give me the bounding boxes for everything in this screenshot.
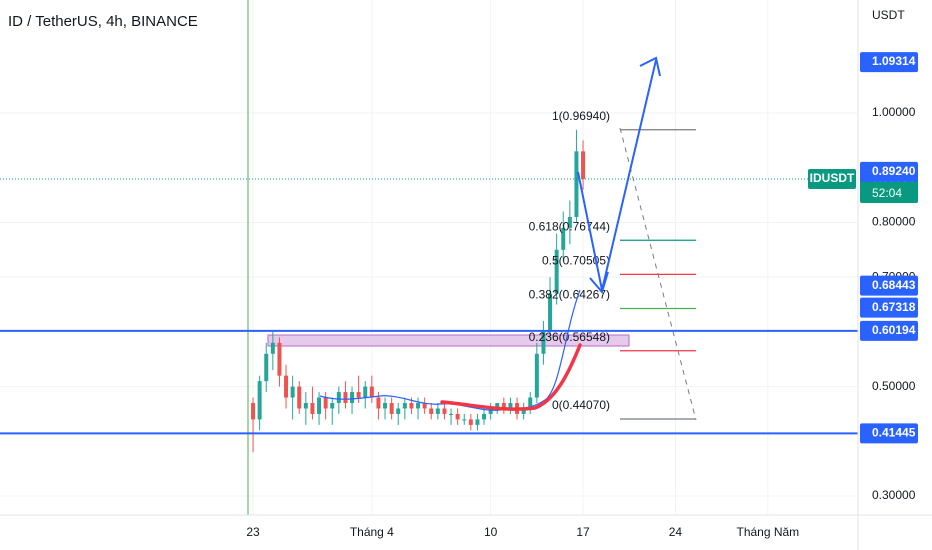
candle-body — [561, 227, 566, 250]
candle-body — [429, 408, 434, 414]
symbol-label: IDUSDT — [810, 171, 855, 185]
price-tag-label: 0.68443 — [872, 278, 916, 292]
candle-body — [369, 386, 374, 398]
price-tag-label: 1.09314 — [872, 54, 916, 68]
candle-body — [356, 392, 361, 398]
candle-body — [290, 386, 295, 398]
arrow-heads — [589, 56, 661, 295]
candle-body — [488, 408, 493, 414]
candle-body — [475, 419, 480, 425]
price-tag-label: 0.89240 — [872, 164, 916, 178]
fib-diagonal — [619, 127, 697, 421]
candle-body — [303, 403, 308, 409]
candle-body — [251, 403, 256, 420]
candle-body — [501, 403, 506, 409]
price-tag — [860, 52, 918, 73]
candle-body — [435, 408, 440, 414]
candle-body — [495, 403, 500, 409]
candle-body — [442, 408, 447, 414]
candle-body — [323, 397, 328, 409]
fib-label: 0.618(0.76744) — [529, 219, 610, 233]
moving-average — [319, 289, 581, 411]
candle-body — [455, 413, 460, 420]
price-tag — [860, 423, 918, 444]
candle-body — [482, 413, 487, 420]
candle-body — [350, 392, 355, 404]
zone-box — [267, 334, 630, 347]
candle-body — [534, 353, 539, 398]
candle-body — [310, 403, 315, 414]
candle-body — [541, 331, 546, 354]
candle-body — [264, 353, 269, 382]
chart-title: ID / TetherUS, 4h, BINANCE — [8, 13, 198, 30]
x-tick-label: 24 — [669, 525, 683, 539]
highlight-curve — [440, 343, 582, 411]
x-tick-label: 10 — [484, 525, 498, 539]
candle-body — [396, 408, 401, 414]
candle-body — [554, 249, 559, 294]
x-tick-label: Tháng 4 — [350, 525, 394, 539]
price-tag-label: 0.41445 — [872, 426, 916, 440]
fib-label: 0(0.44070) — [552, 398, 610, 412]
y-tick-label: 0.50000 — [872, 379, 916, 393]
candle-body — [416, 403, 421, 409]
price-tag — [860, 275, 918, 296]
candle-body — [330, 403, 335, 409]
y-tick-label: 0.30000 — [872, 488, 916, 502]
fib-label: 1(0.96940) — [552, 109, 610, 123]
price-tag-label: 0.67318 — [872, 300, 916, 314]
candle-body — [468, 419, 473, 425]
candle-body — [574, 151, 579, 217]
candle-body — [521, 408, 526, 414]
candle-body — [270, 342, 275, 354]
candle-body — [277, 342, 282, 376]
candle-body — [336, 392, 341, 404]
y-tick-label: 0.80000 — [872, 215, 916, 229]
price-tag — [860, 297, 918, 318]
fib-label: 0.236(0.56548) — [529, 330, 610, 344]
candle-body — [257, 381, 262, 420]
price-tag-label: 0.60194 — [872, 323, 916, 337]
symbol-tag — [808, 169, 856, 190]
x-tick-label: 23 — [246, 525, 260, 539]
candle-body — [363, 386, 368, 398]
candle-body — [409, 403, 414, 409]
candle-body — [402, 403, 407, 409]
price-tag — [860, 161, 918, 182]
y-unit: USDT — [872, 8, 905, 22]
candle-body — [508, 403, 513, 409]
candle-body — [383, 403, 388, 409]
price-tag — [860, 320, 918, 341]
candle-body — [284, 375, 289, 398]
candle-body — [567, 216, 572, 228]
candle-body — [297, 386, 302, 409]
candle-body — [581, 151, 586, 180]
candle-body — [343, 392, 348, 404]
candle-body — [389, 403, 394, 414]
candle-body — [317, 397, 322, 414]
candle-body — [376, 397, 381, 409]
fib-label: 0.5(0.70505) — [542, 254, 610, 268]
fib-label: 0.382(0.64267) — [529, 288, 610, 302]
countdown: 52:04 — [872, 186, 902, 200]
candle-body — [422, 403, 427, 409]
candle-body — [528, 397, 533, 409]
y-tick-label: 1.00000 — [872, 105, 916, 119]
x-tick-label: Tháng Năm — [736, 525, 799, 539]
candle-body — [449, 413, 454, 415]
candle-body — [548, 293, 553, 332]
candle-body — [462, 419, 467, 421]
x-tick-label: 17 — [576, 525, 590, 539]
